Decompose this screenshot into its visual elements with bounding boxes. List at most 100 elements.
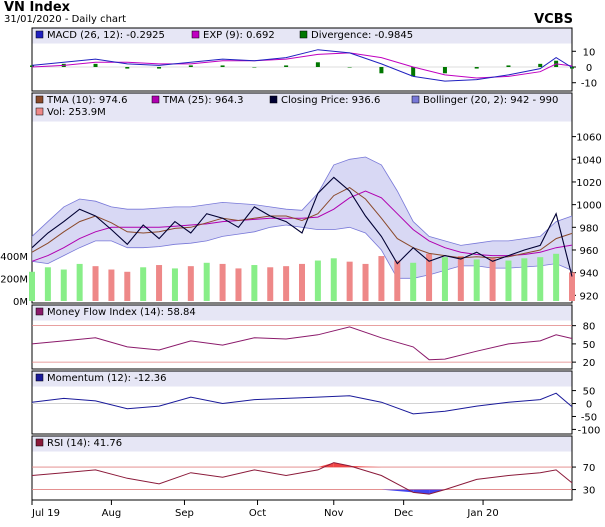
- volume-bar-12: [219, 263, 226, 301]
- price-ytick-label-3: 1000: [576, 201, 601, 212]
- macd-legend-label-2: Divergence: -0.9845: [311, 30, 413, 41]
- volume-bar-23: [394, 260, 401, 301]
- volume-bar-25: [426, 253, 433, 301]
- divergence-bar-7: [252, 67, 257, 68]
- divergence-bar-6: [220, 65, 225, 67]
- divergence-bar-3: [125, 67, 130, 69]
- volume-bar-28: [473, 259, 480, 301]
- momentum-legend-swatch-0: [35, 373, 44, 382]
- macd-ytick-label-1: 0: [586, 63, 592, 74]
- price-ytick-label-4: 980: [579, 223, 598, 234]
- macd-ytick-label-0: 10: [583, 47, 596, 58]
- brand-label: VCBS: [534, 12, 573, 27]
- volume-bar-29: [489, 258, 496, 301]
- macd-ytick-label-2: -10: [581, 79, 597, 90]
- momentum-ytick-label-1: 0: [586, 400, 592, 411]
- rsi-legend-label-0: RSI (14): 41.76: [47, 438, 122, 449]
- divergence-bar-8: [284, 65, 289, 67]
- volume-bar-11: [203, 262, 210, 301]
- price-ytick-label-2: 1020: [576, 178, 601, 189]
- x-tick-label-0: Jul 19: [31, 508, 60, 519]
- divergence-bar-5: [188, 65, 193, 67]
- rsi-overbought-fill-9: [317, 462, 334, 468]
- rsi-ytick-label-1: 30: [583, 486, 596, 497]
- x-tick-label-2: Sep: [175, 508, 194, 519]
- bollinger-upper-line: [31, 156, 573, 246]
- divergence-bar-18: [570, 67, 574, 69]
- tma10-line: [31, 187, 573, 259]
- volume-bar-3: [76, 263, 83, 301]
- exp-line: [31, 52, 573, 79]
- price-ytick-label-6: 940: [579, 269, 598, 280]
- volume-bar-20: [346, 261, 353, 301]
- volume-tick-label-0: 400M: [0, 252, 28, 263]
- rsi-ytick-label-0: 70: [583, 463, 596, 474]
- volume-bar-33: [553, 253, 560, 301]
- momentum-legend-bar: [32, 371, 572, 387]
- volume-bar-14: [251, 265, 258, 301]
- divergence-bar-4: [157, 67, 162, 69]
- price-ytick-label-7: 920: [579, 291, 598, 302]
- macd-legend-swatch-0: [35, 30, 44, 39]
- divergence-bar-0: [30, 65, 34, 67]
- divergence-bar-13: [442, 67, 447, 74]
- macd-line: [31, 49, 573, 82]
- volume-bar-32: [537, 257, 544, 301]
- price-legend-swatch-3: [411, 95, 420, 104]
- chart-subtitle: 31/01/2020 - Daily chart: [4, 14, 127, 25]
- volume-bar-9: [171, 268, 178, 301]
- mfi-ytick-label-0: 80: [583, 322, 596, 333]
- mfi-legend-bar: [32, 305, 572, 321]
- price-legend-label-2: Closing Price: 936.6: [281, 95, 380, 106]
- volume-bar-2: [60, 269, 67, 301]
- price-legend-label-1: TMA (25): 964.3: [162, 95, 243, 106]
- momentum-ytick-label-3: -100: [578, 425, 601, 436]
- x-tick-label-4: Nov: [324, 508, 344, 519]
- x-tick-label-1: Aug: [102, 508, 122, 519]
- macd-legend-swatch-1: [191, 30, 200, 39]
- rsi-line: [31, 462, 573, 495]
- macd-legend-swatch-2: [299, 30, 308, 39]
- volume-bar-21: [362, 263, 369, 301]
- volume-bar-4: [92, 266, 99, 301]
- price-legend-swatch-2: [269, 95, 278, 104]
- divergence-bar-11: [379, 67, 384, 74]
- price-ytick-label-5: 960: [579, 246, 598, 257]
- x-tick-label-5: Dec: [394, 508, 413, 519]
- volume-bar-6: [124, 271, 131, 301]
- bollinger-band-fill: [32, 157, 572, 279]
- momentum-legend-label-0: Momentum (12): -12.36: [47, 373, 166, 384]
- macd-legend-label-0: MACD (26, 12): -0.2925: [47, 30, 165, 41]
- volume-bar-22: [378, 256, 385, 301]
- volume-bar-7: [140, 267, 147, 301]
- mfi-ytick-label-1: 50: [583, 340, 596, 351]
- volume-bar-24: [410, 262, 417, 301]
- divergence-bar-10: [347, 67, 352, 68]
- chart-title: VN Index: [4, 0, 71, 15]
- rsi-oversold-fill-12: [381, 489, 414, 493]
- price-ytick-label-1: 1040: [576, 155, 601, 166]
- volume-bar-15: [267, 267, 274, 301]
- price-legend-label-0: TMA (10): 974.6: [46, 95, 127, 106]
- closing-price-line: [31, 176, 573, 277]
- rsi-overbought-fill-11: [349, 465, 382, 468]
- volume-bar-19: [330, 258, 337, 301]
- macd-legend-label-1: EXP (9): 0.692: [203, 30, 275, 41]
- x-tick-label-6: Jan 20: [466, 508, 498, 519]
- price-legend-label-4: Vol: 253.9M: [47, 107, 106, 118]
- price-legend-bar: [32, 93, 572, 122]
- divergence-bar-9: [315, 62, 320, 67]
- volume-bar-30: [505, 260, 512, 301]
- volume-bar-13: [235, 268, 242, 301]
- volume-bar-34: [569, 272, 575, 301]
- volume-bar-5: [108, 269, 115, 301]
- divergence-bar-14: [474, 67, 479, 69]
- mfi-legend-swatch-0: [35, 307, 44, 316]
- divergence-bar-2: [93, 63, 98, 67]
- volume-bar-31: [521, 258, 528, 301]
- volume-bar-16: [283, 266, 290, 301]
- volume-tick-label-1: 200M: [0, 275, 28, 286]
- divergence-bar-12: [411, 67, 416, 77]
- volume-tick-label-2: 0M: [13, 297, 28, 308]
- volume-bar-27: [457, 256, 464, 301]
